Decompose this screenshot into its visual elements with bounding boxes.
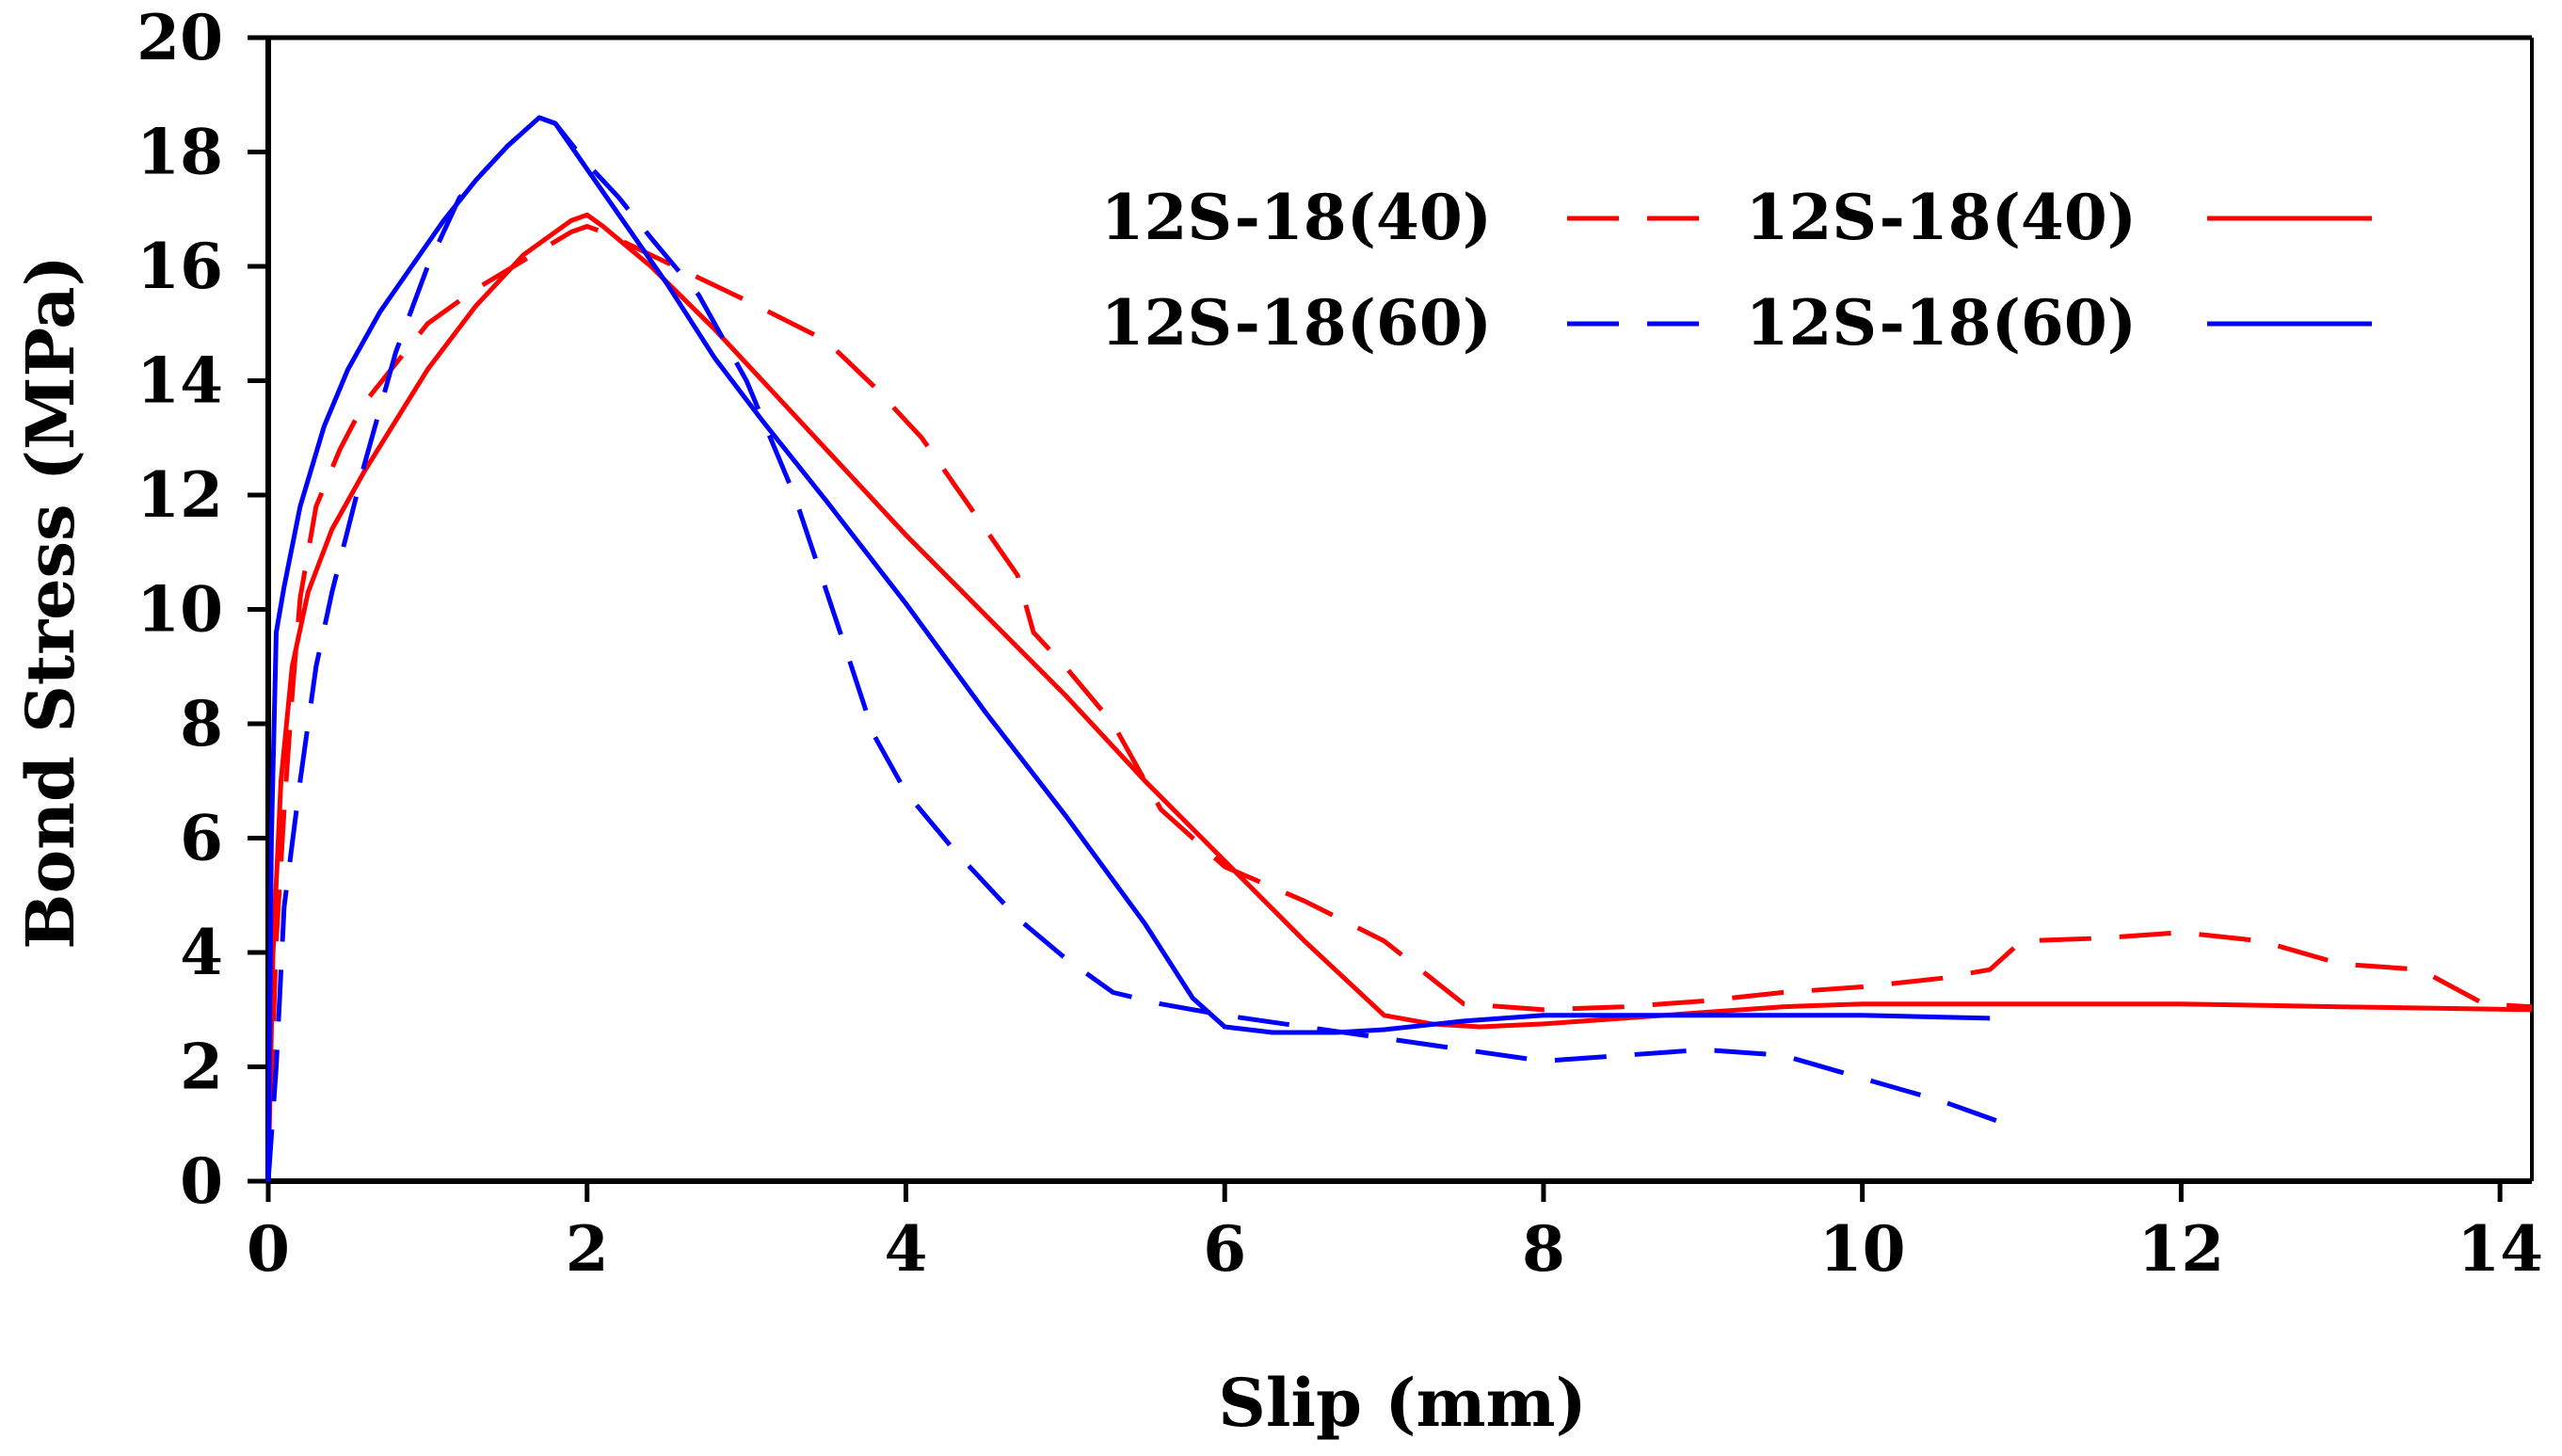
legend-label: 12S-18(40) bbox=[1101, 181, 1492, 254]
x-tick-label: 2 bbox=[566, 1212, 609, 1286]
x-tick-label: 10 bbox=[1819, 1212, 1906, 1286]
legend-label: 12S-18(60) bbox=[1101, 286, 1492, 360]
y-axis-title: Bond Stress (MPa) bbox=[11, 255, 89, 949]
y-tick-label: 14 bbox=[136, 344, 223, 418]
y-tick-label: 8 bbox=[180, 687, 223, 760]
legend-label: 12S-18(40) bbox=[1746, 181, 2137, 254]
x-tick-label: 8 bbox=[1522, 1212, 1565, 1286]
series-line-12s1860-solid bbox=[265, 115, 1991, 1182]
series-line-12s1840-dashed bbox=[265, 224, 2533, 1182]
x-tick-label: 6 bbox=[1203, 1212, 1246, 1286]
y-tick-label: 20 bbox=[136, 1, 223, 74]
y-tick-label: 10 bbox=[136, 573, 223, 647]
y-tick-label: 4 bbox=[180, 916, 223, 989]
y-tick-label: 6 bbox=[180, 802, 223, 875]
y-tick-label: 16 bbox=[136, 230, 223, 303]
x-axis-title: Slip (mm) bbox=[1218, 1364, 1586, 1442]
legend: 12S-18(40) 12S-18(60) 12S-18(40) 12S-18(60) bbox=[1101, 181, 2372, 360]
axis-ticks: 0 2 4 6 8 10 12 14 0 2 4 6 8 10 12 14 16 18 20 bbox=[136, 1, 2543, 1286]
x-tick-label: 12 bbox=[2138, 1212, 2224, 1286]
series-line-12s1860-dashed bbox=[265, 115, 2007, 1182]
x-tick-label: 0 bbox=[247, 1212, 290, 1286]
legend-label: 12S-18(60) bbox=[1746, 286, 2137, 360]
y-tick-label: 18 bbox=[136, 116, 223, 189]
y-tick-label: 0 bbox=[180, 1144, 223, 1218]
x-tick-label: 14 bbox=[2457, 1212, 2543, 1286]
y-tick-label: 2 bbox=[180, 1031, 223, 1104]
y-tick-label: 12 bbox=[136, 458, 223, 532]
series-layer bbox=[265, 115, 2533, 1182]
series-line-12s1840-solid bbox=[265, 212, 2533, 1182]
x-tick-label: 4 bbox=[884, 1212, 927, 1286]
